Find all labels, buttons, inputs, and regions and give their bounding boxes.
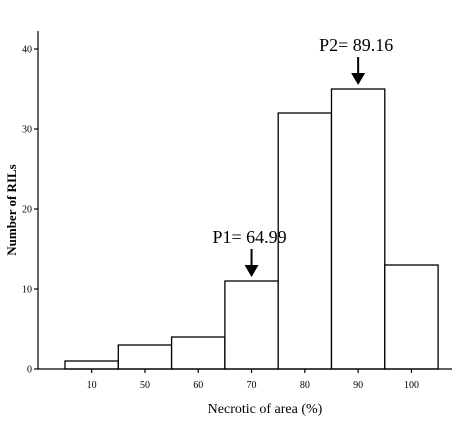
x-tick-label: 80: [300, 380, 310, 391]
y-tick-label: 20: [22, 205, 32, 216]
y-axis-label: Number of RILs: [4, 164, 19, 256]
bar-60: [170, 336, 226, 370]
y-ticks: 0 10 20 30 40: [22, 45, 38, 376]
annotation-label: P1= 64.99: [212, 227, 286, 247]
y-tick-label: 40: [22, 45, 32, 56]
x-axis-label: Necrotic of area (%): [208, 402, 323, 417]
bar-50: [117, 344, 173, 370]
bar-100: [384, 264, 439, 370]
bar-70: [224, 280, 279, 370]
annotation-label: P2= 89.16: [319, 35, 393, 55]
annotation-arrow-head: [351, 73, 366, 85]
x-tick-label: 50: [140, 380, 150, 391]
axes-layer: [37, 31, 452, 370]
annotation-arrow-head: [244, 265, 259, 277]
bar-10: [64, 360, 119, 370]
x-tick-label: 100: [404, 380, 419, 391]
y-tick-label: 30: [22, 125, 32, 136]
annotations-layer: P1= 64.99 P2= 89.16: [212, 35, 393, 277]
y-tick-label: 10: [22, 285, 32, 296]
y-tick-label: 0: [27, 365, 32, 376]
x-tick-label: 90: [353, 380, 363, 391]
bar-90: [330, 88, 386, 370]
x-ticks: 10 50 60 70 80 90 100: [87, 369, 419, 391]
x-tick-label: 60: [193, 380, 203, 391]
x-tick-label: 10: [87, 380, 97, 391]
bars-layer: [64, 88, 439, 370]
x-tick-label: 70: [247, 380, 257, 391]
